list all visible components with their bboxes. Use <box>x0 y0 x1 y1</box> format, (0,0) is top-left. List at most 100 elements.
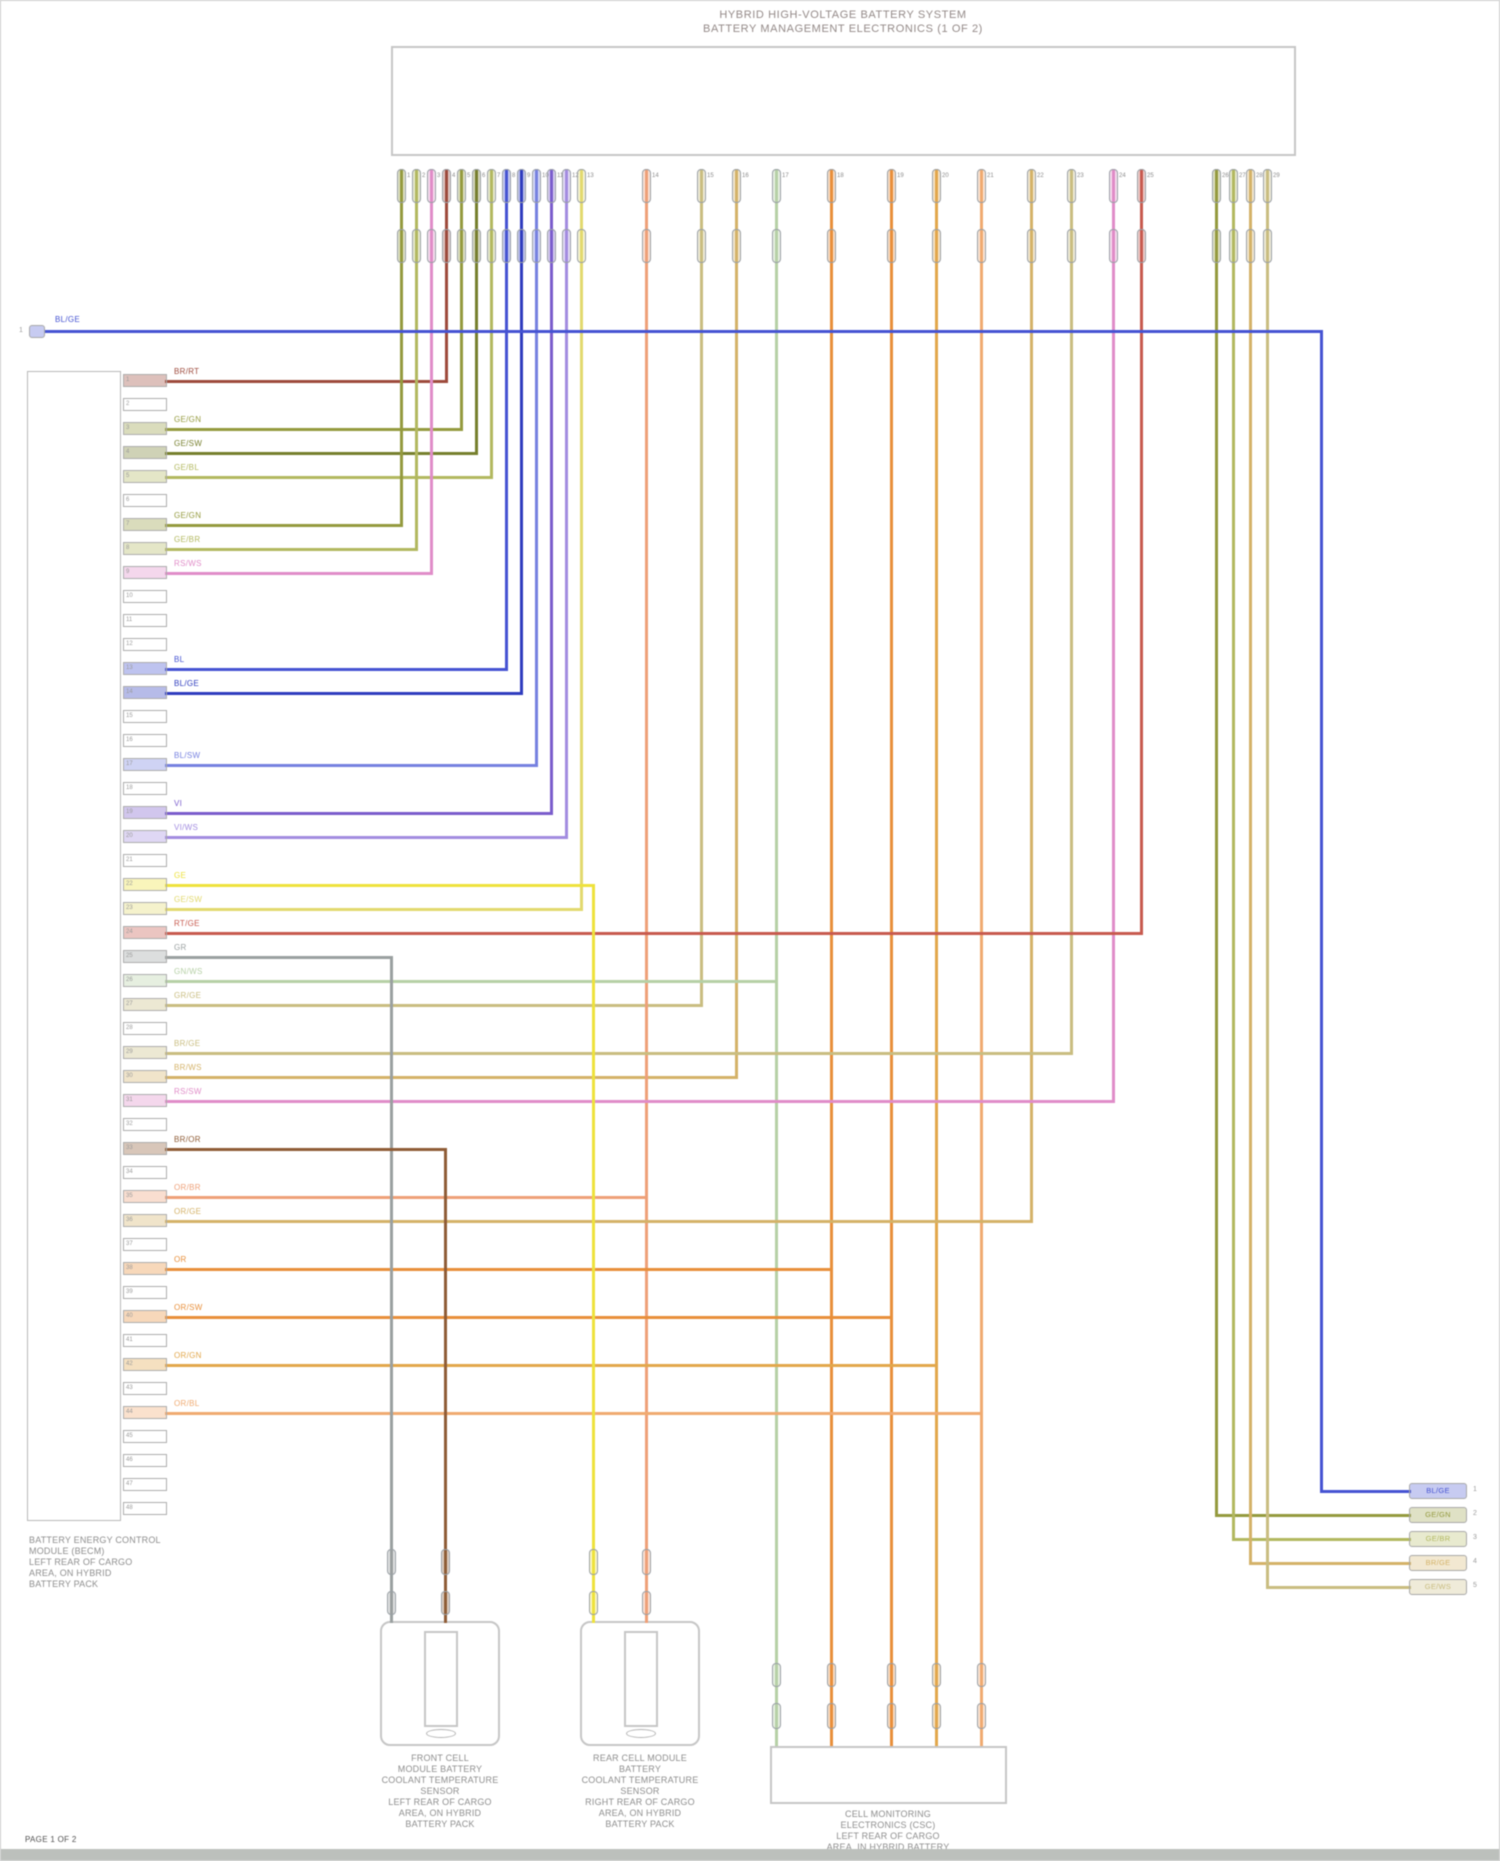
wire <box>979 169 983 1746</box>
wire <box>43 329 1323 333</box>
caption-line: BATTERY PACK <box>405 1819 475 1829</box>
wire-code-label: BR/OR <box>174 1135 201 1144</box>
connector-pin <box>826 169 836 203</box>
pin-number-label: 7 <box>497 173 501 179</box>
left-pin-box <box>123 1310 167 1323</box>
wire-code-label: RT/GE <box>174 919 200 928</box>
left-pin-box <box>123 1262 167 1275</box>
connector-pin <box>886 1703 896 1729</box>
wire <box>164 571 433 575</box>
connector-pin <box>931 229 941 263</box>
diagram-title-line2: BATTERY MANAGEMENT ELECTRONICS (1 OF 2) <box>703 23 983 35</box>
connector-pin <box>931 169 941 203</box>
left-pin-box <box>123 830 167 843</box>
pin-number-label: 15 <box>707 173 714 179</box>
connector-pin <box>771 1663 781 1687</box>
connector-pin <box>1026 169 1036 203</box>
left-pin-number: 12 <box>126 641 133 647</box>
left-pin-box <box>123 1214 167 1227</box>
right-terminal-number: 5 <box>1473 1582 1477 1589</box>
left-pin-number: 4 <box>126 449 130 455</box>
caption-line: COOLANT TEMPERATURE <box>381 1775 499 1785</box>
connector-pin <box>426 229 436 263</box>
left-pin-number: 27 <box>126 1001 133 1007</box>
left-pin-number: 45 <box>126 1433 133 1439</box>
left-pin-box <box>123 806 167 819</box>
left-pin-box <box>123 1286 167 1299</box>
connector-pin <box>440 1549 450 1575</box>
left-module-caption: BATTERY ENERGY CONTROL MODULE (BECM) LEFT … <box>29 1535 161 1590</box>
wire <box>534 169 538 765</box>
connector-pin <box>1026 229 1036 263</box>
left-pin-number: 33 <box>126 1145 133 1151</box>
right-terminal-number: 4 <box>1473 1558 1477 1565</box>
left-pin-number: 26 <box>126 977 133 983</box>
caption-line: RIGHT REAR OF CARGO <box>585 1797 695 1807</box>
wire <box>519 169 523 693</box>
pin-number-label: 5 <box>467 173 471 179</box>
connector-pin <box>441 169 451 203</box>
wire <box>164 763 538 767</box>
wire <box>164 451 478 455</box>
wire <box>389 957 393 1623</box>
wire <box>489 169 493 477</box>
connector-pin <box>641 1549 651 1575</box>
wire-code-label: VI <box>174 799 183 808</box>
wire <box>1265 169 1269 1587</box>
wire-code-label: GE/SW <box>174 439 203 448</box>
left-pin-number: 28 <box>126 1025 133 1031</box>
wire <box>399 169 403 525</box>
wire-code-label: OR/BL <box>174 1399 200 1408</box>
connector-pin <box>731 169 741 203</box>
wire-code-label: OR/GN <box>174 1351 202 1360</box>
left-pin-box <box>123 446 167 459</box>
wire <box>1029 169 1033 1221</box>
connector-pin <box>641 169 651 203</box>
wire <box>443 1149 447 1623</box>
wire <box>889 169 893 1746</box>
wire-code-label: GR/GE <box>174 991 202 1000</box>
connector-pin <box>516 169 526 203</box>
pin-number-label: 17 <box>782 173 789 179</box>
connector-pin <box>886 229 896 263</box>
connector-pin <box>501 229 511 263</box>
connector-pin <box>826 1703 836 1729</box>
caption-line: MODULE (BECM) <box>29 1546 105 1556</box>
left-pin-box <box>123 710 167 723</box>
caption-line: AREA, ON HYBRID <box>398 1808 482 1818</box>
left-pin-box <box>123 1430 167 1443</box>
connector-pin <box>976 229 986 263</box>
connector-pin <box>576 169 586 203</box>
wire-code-label: BL/GE <box>174 679 200 688</box>
left-pin-box <box>123 782 167 795</box>
top-module-box <box>391 46 1296 156</box>
pin-number-label: 29 <box>1273 173 1280 179</box>
left-pin-number: 5 <box>126 473 130 479</box>
connector-pin <box>441 229 451 263</box>
connector-pin <box>396 229 406 263</box>
connector-pin <box>1262 169 1272 203</box>
connector-pin <box>456 169 466 203</box>
connector-pin <box>411 229 421 263</box>
wire-code-label: BL/GE <box>55 315 81 324</box>
left-pin-number: 34 <box>126 1169 133 1175</box>
wire <box>164 523 403 527</box>
left-pin-box <box>123 1046 167 1059</box>
wire-code-label: VI/WS <box>174 823 199 832</box>
left-pin-box <box>123 662 167 675</box>
cell-monitor-box <box>770 1746 1007 1804</box>
left-pin-box <box>123 854 167 867</box>
wire <box>444 169 448 381</box>
left-pin-box <box>123 494 167 507</box>
wire <box>504 169 508 669</box>
left-pin-box <box>123 1070 167 1083</box>
right-terminal-box: GE/GN <box>1409 1507 1467 1523</box>
connector-pin <box>576 229 586 263</box>
left-pin-box <box>123 926 167 939</box>
connector-pin <box>976 169 986 203</box>
wire <box>1214 169 1218 1515</box>
caption-line: AREA, ON HYBRID <box>598 1808 682 1818</box>
sensor-1-body <box>380 1621 500 1746</box>
wire <box>164 1267 833 1271</box>
